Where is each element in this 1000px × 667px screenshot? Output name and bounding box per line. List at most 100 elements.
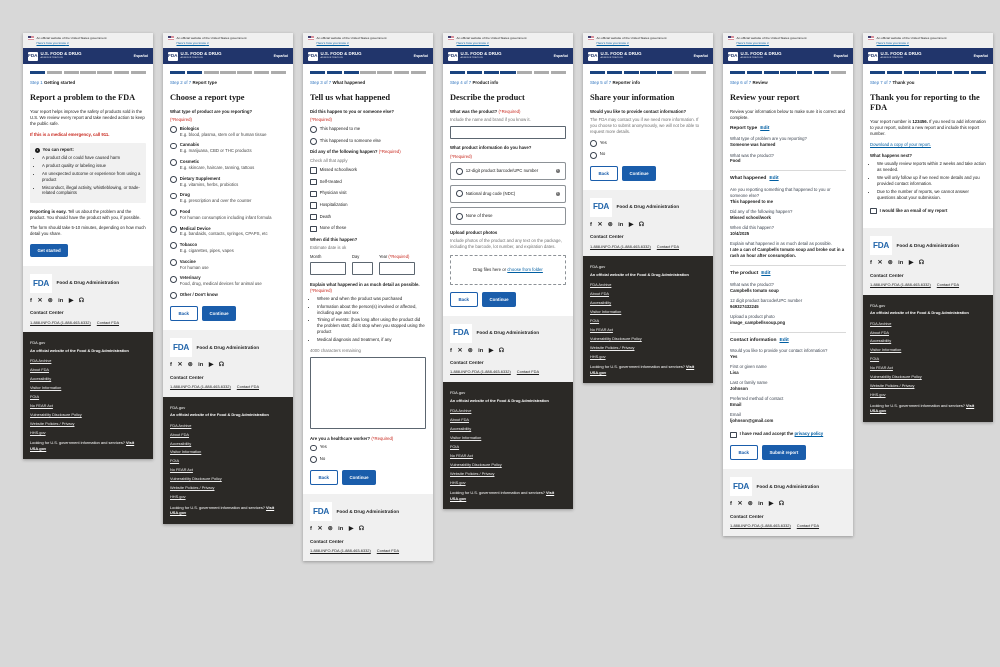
youtube-icon[interactable]: ▶ — [488, 347, 494, 354]
x-icon[interactable]: ✕ — [877, 260, 883, 267]
footer-link[interactable]: No FEAR Act — [590, 326, 613, 332]
footer-link[interactable]: Vulnerability Disclosure Policy — [870, 374, 922, 380]
facebook-icon[interactable]: f — [310, 526, 312, 533]
phone-link[interactable]: 1-888-INFO-FDA (1-888-463-6332) — [170, 384, 231, 390]
language-toggle[interactable]: Español — [273, 53, 288, 58]
contact-fda-link[interactable]: Contact FDA — [376, 548, 400, 554]
x-icon[interactable]: ✕ — [737, 501, 743, 508]
date-input[interactable] — [379, 261, 415, 275]
radio-option[interactable]: Food For human consumption including infa… — [170, 209, 286, 221]
footer-link[interactable]: FOIA — [30, 394, 40, 400]
facebook-icon[interactable]: f — [590, 221, 592, 228]
footer-link[interactable]: Accessibility — [450, 425, 472, 431]
phone-link[interactable]: 1-888-INFO-FDA (1-888-463-6332) — [870, 282, 931, 288]
rss-icon[interactable]: ☊ — [498, 347, 504, 354]
footer-link[interactable]: Website Policies / Privacy — [450, 470, 495, 476]
footer-link[interactable]: Visitor Information — [450, 434, 482, 440]
footer-link[interactable]: HHS.gov — [170, 494, 186, 500]
product-info-option[interactable]: None of these — [450, 207, 566, 226]
linkedin-icon[interactable]: in — [338, 526, 344, 533]
footer-link[interactable]: Website Policies / Privacy — [170, 485, 215, 491]
footer-link[interactable]: FOIA — [450, 443, 460, 449]
youtube-icon[interactable]: ▶ — [68, 297, 74, 304]
usa-gov-link[interactable]: Visit USA.gov — [170, 504, 275, 516]
checkbox-option[interactable]: Self-treated — [310, 179, 426, 186]
instagram-icon[interactable]: ⊚ — [47, 297, 53, 304]
radio-option[interactable]: This happened to someone else — [310, 138, 426, 145]
contact-fda-link[interactable]: Contact FDA — [656, 243, 680, 249]
phone-link[interactable]: 1-888-INFO-FDA (1-888-463-6332) — [730, 523, 791, 529]
checkbox-option[interactable]: I would like an email of my report — [870, 208, 986, 215]
date-input[interactable] — [352, 261, 373, 275]
edit-link[interactable]: Edit — [760, 125, 770, 131]
footer-link[interactable]: About FDA — [590, 290, 610, 296]
footer-link[interactable]: Visitor Information — [30, 385, 62, 391]
facebook-icon[interactable]: f — [30, 297, 32, 304]
linkedin-icon[interactable]: in — [58, 297, 64, 304]
footer-link[interactable]: FDA Archive — [170, 422, 192, 428]
footer-link[interactable]: No FEAR Act — [30, 403, 53, 409]
youtube-icon[interactable]: ▶ — [348, 526, 354, 533]
continue-button[interactable]: Continue — [622, 165, 657, 181]
checkbox-option[interactable]: I have read and accept the privacy polic… — [730, 431, 846, 439]
footer-link[interactable]: About FDA — [450, 416, 470, 422]
usa-gov-link[interactable]: Visit USA.gov — [30, 440, 135, 451]
instagram-icon[interactable]: ⊚ — [607, 221, 613, 228]
youtube-icon[interactable]: ▶ — [628, 221, 634, 228]
facebook-icon[interactable]: f — [450, 347, 452, 354]
footer-link[interactable]: HHS.gov — [870, 392, 886, 398]
phone-link[interactable]: 1-888-INFO-FDA (1-888-463-6332) — [450, 369, 511, 375]
footer-link[interactable]: Website Policies / Privacy — [30, 421, 75, 427]
language-toggle[interactable]: Español — [833, 53, 848, 58]
radio-option[interactable]: Veterinary Food, drug, medical devices fo… — [170, 275, 286, 287]
text-input[interactable] — [450, 126, 566, 140]
radio-option[interactable]: Other / Don't know — [170, 292, 286, 300]
back-button[interactable]: Back — [170, 306, 198, 322]
continue-button[interactable]: Continue — [482, 291, 517, 307]
how-you-know-link[interactable]: Here's how you know ∨ — [456, 40, 489, 45]
facebook-icon[interactable]: f — [170, 362, 172, 369]
footer-link[interactable]: Visitor Information — [870, 347, 902, 353]
rss-icon[interactable]: ☊ — [918, 260, 924, 267]
x-icon[interactable]: ✕ — [177, 362, 183, 369]
youtube-icon[interactable]: ▶ — [208, 362, 214, 369]
rss-icon[interactable]: ☊ — [78, 297, 84, 304]
linkedin-icon[interactable]: in — [478, 347, 484, 354]
linkedin-icon[interactable]: in — [758, 501, 764, 508]
footer-link[interactable]: About FDA — [870, 329, 890, 335]
language-toggle[interactable]: Español — [553, 53, 568, 58]
usa-gov-link[interactable]: Visit USA.gov — [590, 364, 695, 375]
contact-fda-link[interactable]: Contact FDA — [796, 523, 820, 529]
footer-link[interactable]: Accessibility — [870, 338, 892, 344]
footer-link[interactable]: HHS.gov — [590, 353, 606, 359]
rss-icon[interactable]: ☊ — [638, 221, 644, 228]
x-icon[interactable]: ✕ — [597, 221, 603, 228]
edit-link[interactable]: Edit — [779, 337, 789, 343]
radio-option[interactable]: Yes — [310, 444, 426, 452]
footer-link[interactable]: FOIA — [870, 356, 880, 362]
footer-link[interactable]: FOIA — [170, 458, 180, 464]
radio-option[interactable]: Tobacco E.g. cigarettes, pipes, vapes — [170, 242, 286, 254]
x-icon[interactable]: ✕ — [317, 526, 323, 533]
how-you-know-link[interactable]: Here's how you know ∨ — [316, 40, 349, 45]
phone-link[interactable]: 1-888-INFO-FDA (1-888-463-6332) — [590, 243, 651, 249]
footer-link[interactable]: About FDA — [170, 431, 190, 437]
linkedin-icon[interactable]: in — [618, 221, 624, 228]
radio-option[interactable]: Biologics E.g. blood, plasma, stem cell o… — [170, 126, 286, 138]
phone-link[interactable]: 1-888-INFO-FDA (1-888-463-6332) — [30, 319, 91, 325]
rss-icon[interactable]: ☊ — [778, 501, 784, 508]
footer-link[interactable]: FDA Archive — [590, 281, 612, 287]
footer-link[interactable]: Visitor Information — [170, 449, 202, 455]
choose-from-folder-link[interactable]: choose from folder — [507, 266, 543, 272]
instagram-icon[interactable]: ⊚ — [187, 362, 193, 369]
back-button[interactable]: Back — [730, 445, 758, 461]
checkbox-option[interactable]: Missed school/work — [310, 167, 426, 174]
footer-link[interactable]: FDA Archive — [30, 358, 52, 364]
details-textarea[interactable] — [310, 356, 426, 429]
footer-link[interactable]: No FEAR Act — [450, 452, 473, 458]
rss-icon[interactable]: ☊ — [358, 526, 364, 533]
footer-link[interactable]: Website Policies / Privacy — [590, 344, 635, 350]
checkbox-option[interactable]: None of these — [310, 225, 426, 233]
youtube-icon[interactable]: ▶ — [768, 501, 774, 508]
privacy-policy-link[interactable]: privacy policy — [794, 431, 824, 437]
